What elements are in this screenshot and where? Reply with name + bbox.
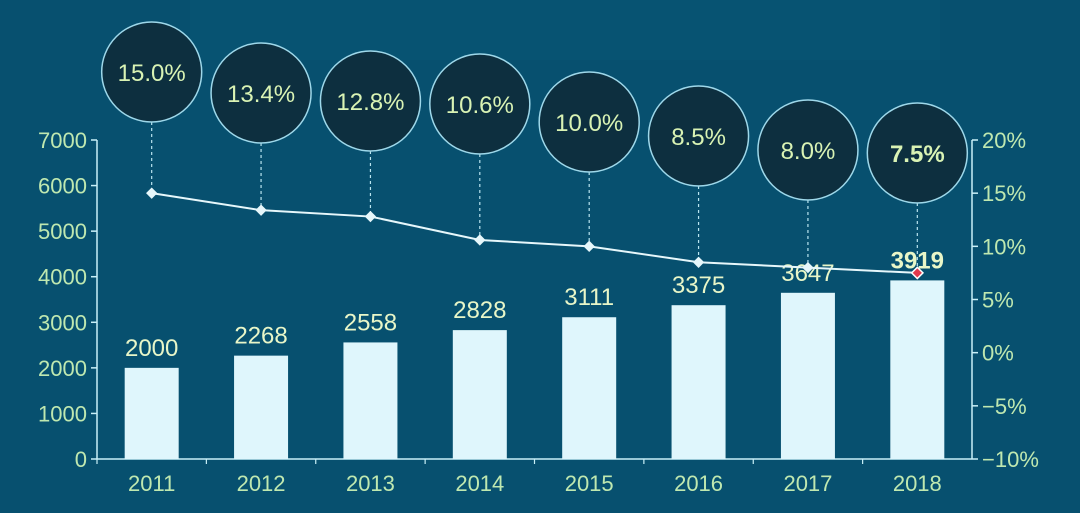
rate-bubble [100, 21, 203, 123]
rate-bubble [538, 71, 640, 173]
y-right-tick-label: −5% [982, 394, 1027, 419]
y-right-tick-label: 10% [982, 234, 1026, 259]
growth-rate-point [910, 266, 925, 280]
rate-bubble [319, 50, 422, 152]
y-right-tick-label: −10% [982, 447, 1039, 472]
growth-rate-point [364, 210, 377, 223]
growth-rate-point [692, 256, 705, 268]
rate-bubble [757, 99, 859, 201]
y-left-tick-label: 5000 [38, 219, 87, 244]
y-left-tick-label: 4000 [38, 265, 87, 290]
y-left-tick-label: 6000 [38, 174, 87, 199]
bar-data-label: 2000 [125, 335, 178, 362]
watermark-band [190, 0, 940, 60]
y-right-tick-label: 15% [982, 181, 1026, 206]
rate-bubble [210, 42, 312, 144]
rate-bubble-label: 8.0% [781, 138, 836, 165]
y-right-tick-label: 0% [982, 341, 1014, 366]
rate-bubble-label: 15.0% [118, 60, 186, 87]
bar [343, 342, 398, 459]
x-tick-label: 2018 [893, 471, 942, 496]
bar [124, 367, 179, 459]
growth-rate-point [146, 187, 158, 199]
y-left-tick-label: 0 [75, 447, 87, 472]
growth-rate-point [583, 240, 595, 252]
bar [890, 280, 945, 459]
rate-bubble-label: 7.5% [890, 141, 945, 168]
bar [671, 305, 726, 459]
x-tick-label: 2014 [455, 471, 504, 496]
growth-rate-point [802, 261, 814, 274]
x-tick-label: 2013 [346, 471, 395, 496]
rate-bubble-label: 12.8% [336, 89, 404, 116]
bar [562, 317, 617, 459]
y-right-tick-label: 20% [982, 128, 1026, 153]
y-right-tick-label: 5% [982, 288, 1014, 313]
growth-rate-point [255, 204, 267, 216]
bar-data-label: 2558 [344, 309, 397, 336]
rate-bubble-label: 8.5% [671, 124, 726, 151]
bar-data-label: 2268 [234, 323, 287, 350]
rate-bubble-label: 10.6% [446, 92, 514, 119]
rate-bubble [429, 53, 531, 155]
growth-rate-point [474, 234, 486, 246]
x-tick-label: 2012 [237, 471, 286, 496]
growth-rate-line [151, 192, 918, 274]
y-left-tick-label: 7000 [38, 128, 87, 153]
y-left-tick-label: 1000 [38, 401, 87, 426]
bar-data-label: 2828 [453, 297, 506, 324]
x-tick-label: 2011 [128, 471, 175, 496]
rate-bubble [647, 85, 750, 187]
y-left-tick-label: 2000 [38, 356, 87, 381]
x-tick-label: 2015 [565, 471, 614, 496]
x-tick-label: 2017 [783, 471, 832, 496]
bar [234, 355, 289, 459]
bar-data-label: 3111 [564, 284, 614, 311]
rate-bubble-label: 13.4% [227, 81, 295, 108]
bar [780, 292, 835, 459]
rate-bubble-label: 10.0% [555, 110, 623, 137]
bar [452, 330, 507, 459]
y-left-tick-label: 3000 [38, 310, 87, 335]
rate-bubble [866, 102, 969, 204]
x-tick-label: 2016 [674, 471, 723, 496]
bar-data-label: 3375 [672, 272, 725, 299]
